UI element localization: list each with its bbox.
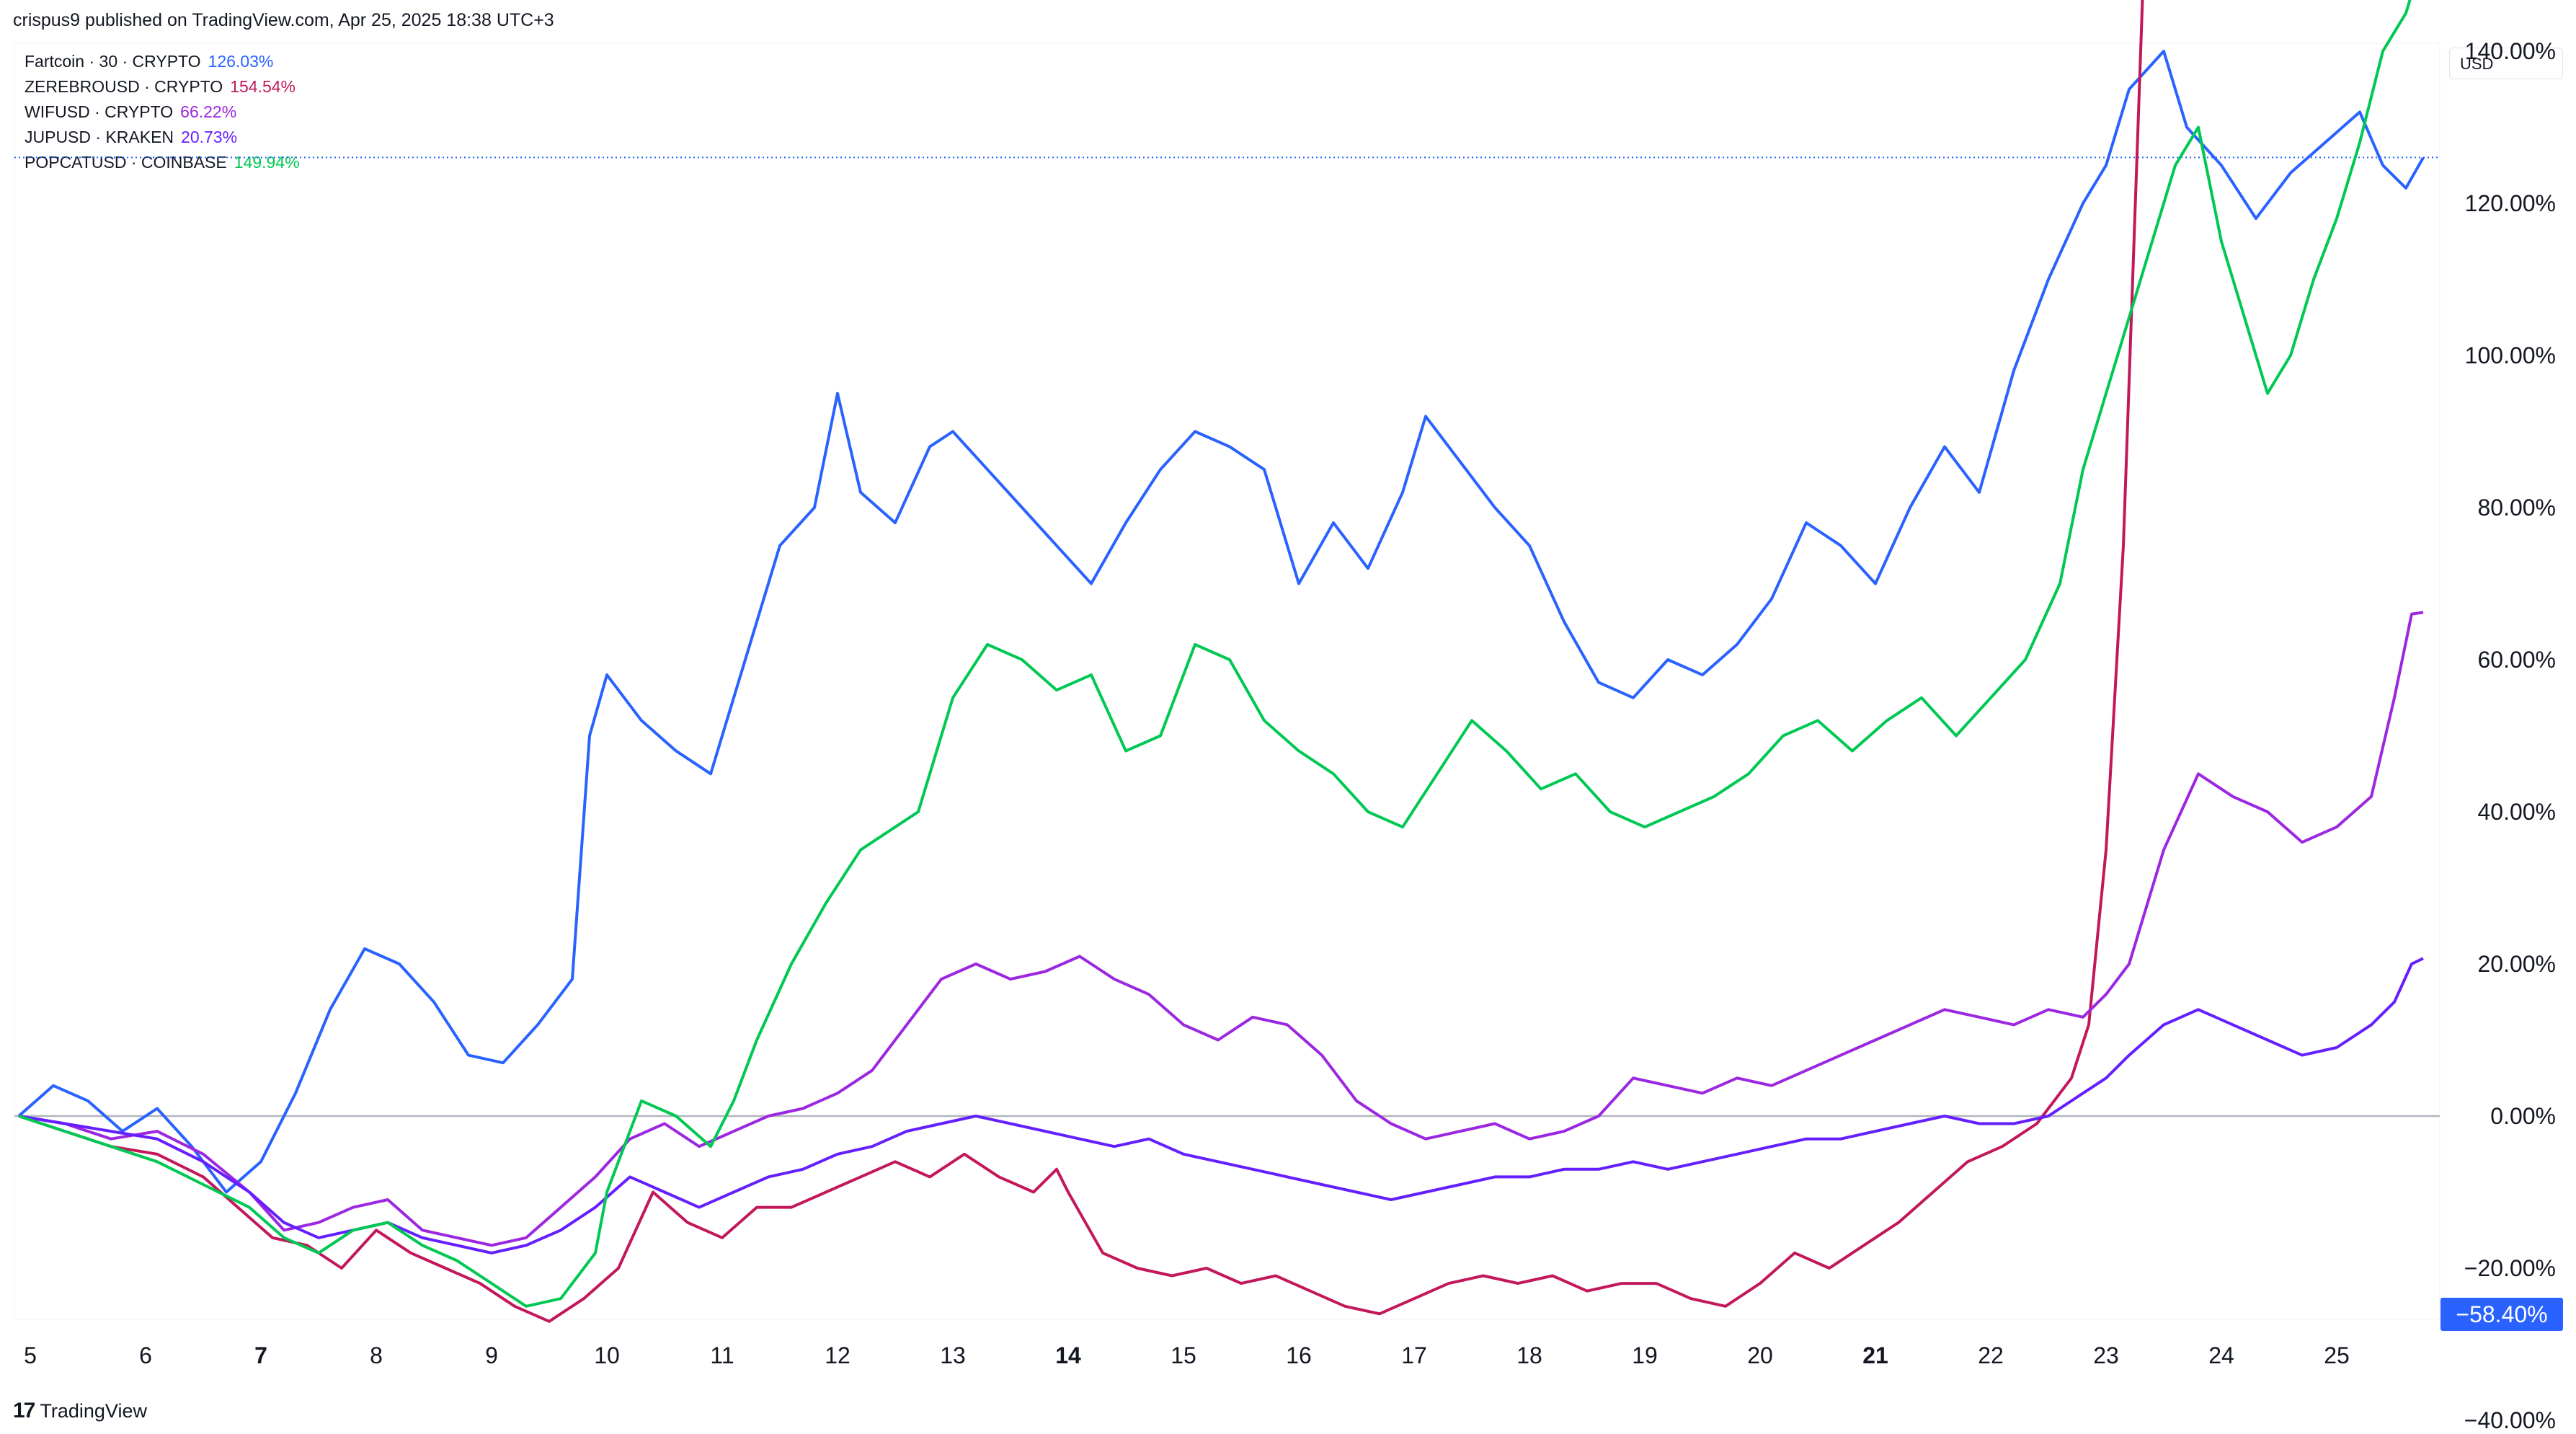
- chart-frame: [14, 43, 2440, 1320]
- series-line-jup[interactable]: [18, 957, 2424, 1254]
- x-tick-label: 11: [710, 1342, 734, 1368]
- x-tick-label: 20: [1747, 1342, 1773, 1368]
- y-tick-label: 0.00%: [2490, 1103, 2556, 1129]
- x-tick-label: 23: [2093, 1342, 2119, 1368]
- legend-series-value: 126.03%: [208, 52, 274, 71]
- brand-name: TradingView: [40, 1399, 147, 1422]
- x-tick-label: 16: [1286, 1342, 1312, 1368]
- y-tick-label: 120.00%: [2464, 190, 2556, 216]
- x-tick-label: 15: [1171, 1342, 1196, 1368]
- tradingview-brand[interactable]: 17 TradingView: [13, 1399, 147, 1423]
- x-tick-label: 5: [24, 1342, 37, 1368]
- x-tick-label: 19: [1632, 1342, 1658, 1368]
- y-tick-label: 100.00%: [2464, 342, 2556, 368]
- legend-item-jup[interactable]: JUPUSD · KRAKEN 20.73%: [25, 125, 300, 150]
- x-tick-label: 22: [1978, 1342, 2004, 1368]
- x-tick-label: 6: [139, 1342, 152, 1368]
- legend-item-zerebro[interactable]: ZEREBROUSD · CRYPTO 154.54%: [25, 74, 300, 99]
- x-tick-label: 9: [485, 1342, 498, 1368]
- y-tick-label: 80.00%: [2477, 495, 2556, 521]
- legend-series-value: 20.73%: [181, 128, 238, 146]
- x-tick-label: 25: [2324, 1342, 2350, 1368]
- x-tick-label: 12: [825, 1342, 850, 1368]
- y-tick-label: 40.00%: [2477, 799, 2556, 825]
- y-tick-label: 20.00%: [2477, 951, 2556, 977]
- x-tick-label: 7: [254, 1342, 267, 1368]
- x-tick-label: 10: [594, 1342, 620, 1368]
- series-line-wif[interactable]: [18, 611, 2424, 1247]
- legend-series-name: WIFUSD · CRYPTO: [25, 102, 174, 121]
- x-tick-label: 18: [1516, 1342, 1542, 1368]
- legend-series-value: 149.94%: [234, 153, 300, 172]
- legend: Fartcoin · 30 · CRYPTO 126.03% ZEREBROUSD…: [25, 49, 300, 175]
- legend-item-fartcoin[interactable]: Fartcoin · 30 · CRYPTO 126.03%: [25, 49, 300, 74]
- legend-series-value: 66.22%: [180, 102, 237, 121]
- published-caption: crispus9 published on TradingView.com, A…: [13, 10, 554, 30]
- x-tick-label: 24: [2208, 1342, 2234, 1368]
- legend-series-name: Fartcoin · 30 · CRYPTO: [25, 52, 201, 71]
- x-tick-label: 13: [940, 1342, 966, 1368]
- x-tick-label: 17: [1401, 1342, 1427, 1368]
- y-tick-label: −20.00%: [2464, 1255, 2556, 1281]
- series-line-fartcoin[interactable]: [17, 50, 2425, 1194]
- legend-series-name: JUPUSD · KRAKEN: [25, 128, 174, 146]
- currency-selector[interactable]: USD: [2449, 48, 2563, 79]
- legend-series-name: POPCATUSD · COINBASE: [25, 153, 227, 172]
- y-tick-label: 140.00%: [2464, 38, 2556, 64]
- series-line-popcat[interactable]: [18, 0, 2423, 1308]
- x-tick-label: 21: [1862, 1342, 1888, 1368]
- legend-series-value: 154.54%: [230, 77, 296, 96]
- tradingview-logo-icon: 17: [13, 1399, 35, 1422]
- series-line-zerebro[interactable]: [18, 0, 2423, 1323]
- y-tick-label: −40.00%: [2464, 1407, 2556, 1433]
- last-value-badge: −58.40%: [2440, 1298, 2563, 1331]
- legend-item-popcat[interactable]: POPCATUSD · COINBASE 149.94%: [25, 150, 300, 175]
- x-tick-label: 14: [1055, 1342, 1081, 1368]
- legend-series-name: ZEREBROUSD · CRYPTO: [25, 77, 223, 96]
- legend-item-wif[interactable]: WIFUSD · CRYPTO 66.22%: [25, 99, 300, 125]
- y-tick-label: 60.00%: [2477, 647, 2556, 673]
- x-tick-label: 8: [370, 1342, 383, 1368]
